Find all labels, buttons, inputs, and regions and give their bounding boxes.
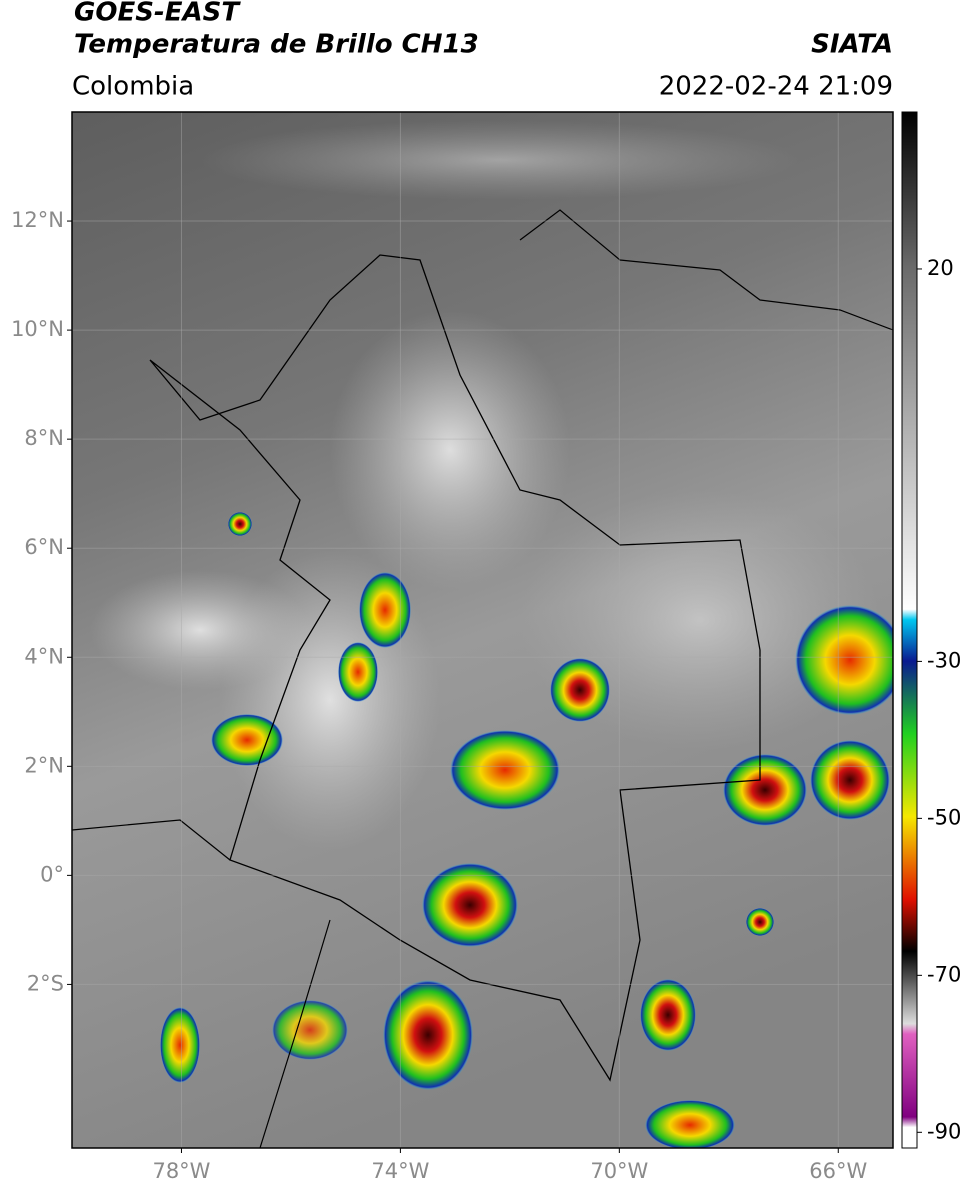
x-tick-label: 78°W xyxy=(152,1159,210,1183)
y-tick-label: 4°N xyxy=(24,644,64,668)
x-tick-label: 74°W xyxy=(371,1159,429,1183)
colorbar-tick-label: -70 xyxy=(927,962,961,986)
colorbar xyxy=(901,111,918,1149)
satellite-image xyxy=(72,112,893,1148)
subtitle: Temperatura de Brillo CH13 xyxy=(74,30,479,60)
colorbar-tick-label: 20 xyxy=(927,256,954,280)
y-tick-label: 12°N xyxy=(11,208,64,232)
title: GOES-EAST xyxy=(74,0,241,28)
y-tick-label: 6°N xyxy=(24,535,64,559)
region: Colombia xyxy=(72,72,194,102)
source: SIATA xyxy=(811,30,893,60)
datetime: 2022-02-24 21:09 xyxy=(659,72,893,102)
graticule xyxy=(72,112,893,1148)
y-tick-label: 2°N xyxy=(24,753,64,777)
y-tick-label: 0° xyxy=(40,862,64,886)
x-tick-label: 66°W xyxy=(809,1159,867,1183)
y-tick-label: 2°S xyxy=(27,971,64,995)
map-frame xyxy=(71,111,894,1149)
y-tick-label: 8°N xyxy=(24,426,64,450)
colorbar-tick-label: -50 xyxy=(927,805,961,829)
colorbar-tick-label: -90 xyxy=(927,1119,961,1143)
x-tick-label: 70°W xyxy=(590,1159,648,1183)
y-tick-label: 10°N xyxy=(11,317,64,341)
colorbar-tick-label: -30 xyxy=(927,648,961,672)
